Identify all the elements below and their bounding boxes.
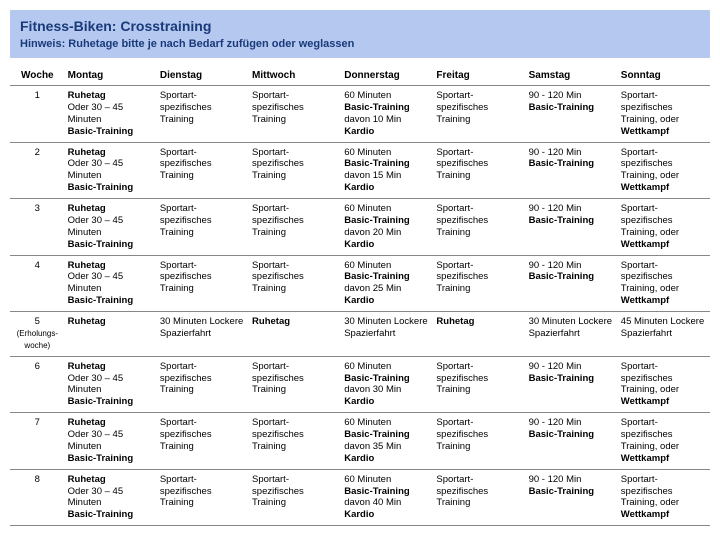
cell: Sportart-spezifisches Training, oderWett… <box>618 199 710 256</box>
col-tuesday: Dienstag <box>157 66 249 86</box>
table-body: 1 RuhetagOder 30 – 45 MinutenBasic-Train… <box>10 86 710 526</box>
cell: Sportart-spezifisches Training <box>433 469 525 526</box>
cell: 90 - 120 MinBasic-Training <box>526 142 618 199</box>
col-thursday: Donnerstag <box>341 66 433 86</box>
cell: 30 Minuten Lockere Spazierfahrt <box>341 312 433 357</box>
cell: Sportart-spezifisches Training <box>433 255 525 312</box>
cell: 60 MinutenBasic-Trainingdavon 30 MinKard… <box>341 356 433 413</box>
cell: Sportart-spezifisches Training <box>433 413 525 470</box>
cell: Ruhetag <box>65 312 157 357</box>
cell: Ruhetag <box>249 312 341 357</box>
cell: Sportart-spezifisches Training <box>249 86 341 143</box>
table-row: 1 RuhetagOder 30 – 45 MinutenBasic-Train… <box>10 86 710 143</box>
cell: 30 Minuten Lockere Spazierfahrt <box>157 312 249 357</box>
cell: Sportart-spezifisches Training <box>157 413 249 470</box>
cell: 90 - 120 MinBasic-Training <box>526 199 618 256</box>
cell: Sportart-spezifisches Training, oderWett… <box>618 469 710 526</box>
header-row: Woche Montag Dienstag Mittwoch Donnersta… <box>10 66 710 86</box>
cell: 45 Minuten Lockere Spazierfahrt <box>618 312 710 357</box>
cell: 90 - 120 MinBasic-Training <box>526 413 618 470</box>
week-num: 1 <box>10 86 65 143</box>
cell: 60 MinutenBasic-Trainingdavon 15 MinKard… <box>341 142 433 199</box>
training-table: Woche Montag Dienstag Mittwoch Donnersta… <box>10 66 710 526</box>
cell: Sportart-spezifisches Training <box>433 86 525 143</box>
cell: RuhetagOder 30 – 45 MinutenBasic-Trainin… <box>65 356 157 413</box>
week-num: 5(Erholungs-woche) <box>10 312 65 357</box>
cell: 60 MinutenBasic-Trainingdavon 25 MinKard… <box>341 255 433 312</box>
table-row: 2 RuhetagOder 30 – 45 MinutenBasic-Train… <box>10 142 710 199</box>
cell: 60 MinutenBasic-Trainingdavon 10 MinKard… <box>341 86 433 143</box>
col-week: Woche <box>10 66 65 86</box>
cell: Sportart-spezifisches Training <box>249 356 341 413</box>
week-num: 7 <box>10 413 65 470</box>
table-row: 7 RuhetagOder 30 – 45 MinutenBasic-Train… <box>10 413 710 470</box>
cell: Sportart-spezifisches Training <box>433 356 525 413</box>
col-saturday: Samstag <box>526 66 618 86</box>
cell: Sportart-spezifisches Training <box>433 199 525 256</box>
cell: Sportart-spezifisches Training <box>157 199 249 256</box>
cell: RuhetagOder 30 – 45 MinutenBasic-Trainin… <box>65 255 157 312</box>
cell: Sportart-spezifisches Training <box>157 255 249 312</box>
cell: 90 - 120 MinBasic-Training <box>526 86 618 143</box>
cell: RuhetagOder 30 – 45 MinutenBasic-Trainin… <box>65 86 157 143</box>
cell: RuhetagOder 30 – 45 MinutenBasic-Trainin… <box>65 199 157 256</box>
table-row: 4 RuhetagOder 30 – 45 MinutenBasic-Train… <box>10 255 710 312</box>
table-row: 8 RuhetagOder 30 – 45 MinutenBasic-Train… <box>10 469 710 526</box>
cell: 30 Minuten Lockere Spazierfahrt <box>526 312 618 357</box>
col-wednesday: Mittwoch <box>249 66 341 86</box>
week-num: 8 <box>10 469 65 526</box>
cell: RuhetagOder 30 – 45 MinutenBasic-Trainin… <box>65 413 157 470</box>
col-friday: Freitag <box>433 66 525 86</box>
table-row: 3 RuhetagOder 30 – 45 MinutenBasic-Train… <box>10 199 710 256</box>
cell: 90 - 120 MinBasic-Training <box>526 255 618 312</box>
cell: 60 MinutenBasic-Trainingdavon 40 MinKard… <box>341 469 433 526</box>
page-title: Fitness-Biken: Crosstraining <box>20 18 700 34</box>
cell: Sportart-spezifisches Training, oderWett… <box>618 142 710 199</box>
cell: Sportart-spezifisches Training <box>249 255 341 312</box>
cell: Sportart-spezifisches Training <box>433 142 525 199</box>
cell: RuhetagOder 30 – 45 MinutenBasic-Trainin… <box>65 469 157 526</box>
week-num: 3 <box>10 199 65 256</box>
col-monday: Montag <box>65 66 157 86</box>
cell: 60 MinutenBasic-Trainingdavon 20 MinKard… <box>341 199 433 256</box>
cell: 60 MinutenBasic-Trainingdavon 35 MinKard… <box>341 413 433 470</box>
cell: Sportart-spezifisches Training, oderWett… <box>618 255 710 312</box>
cell: Sportart-spezifisches Training <box>157 142 249 199</box>
table-row: 6 RuhetagOder 30 – 45 MinutenBasic-Train… <box>10 356 710 413</box>
cell: Sportart-spezifisches Training <box>249 142 341 199</box>
cell: Ruhetag <box>433 312 525 357</box>
cell: Sportart-spezifisches Training <box>157 356 249 413</box>
table-row: 5(Erholungs-woche) Ruhetag 30 Minuten Lo… <box>10 312 710 357</box>
cell: 90 - 120 MinBasic-Training <box>526 356 618 413</box>
page-hint: Hinweis: Ruhetage bitte je nach Bedarf z… <box>20 38 700 50</box>
cell: Sportart-spezifisches Training <box>249 469 341 526</box>
week-num: 4 <box>10 255 65 312</box>
cell: RuhetagOder 30 – 45 MinutenBasic-Trainin… <box>65 142 157 199</box>
week-num: 6 <box>10 356 65 413</box>
cell: Sportart-spezifisches Training <box>157 469 249 526</box>
cell: Sportart-spezifisches Training, oderWett… <box>618 86 710 143</box>
cell: 90 - 120 MinBasic-Training <box>526 469 618 526</box>
cell: Sportart-spezifisches Training, oderWett… <box>618 413 710 470</box>
col-sunday: Sonntag <box>618 66 710 86</box>
cell: Sportart-spezifisches Training <box>157 86 249 143</box>
header: Fitness-Biken: Crosstraining Hinweis: Ru… <box>10 10 710 58</box>
cell: Sportart-spezifisches Training <box>249 413 341 470</box>
cell: Sportart-spezifisches Training, oderWett… <box>618 356 710 413</box>
cell: Sportart-spezifisches Training <box>249 199 341 256</box>
week-num: 2 <box>10 142 65 199</box>
